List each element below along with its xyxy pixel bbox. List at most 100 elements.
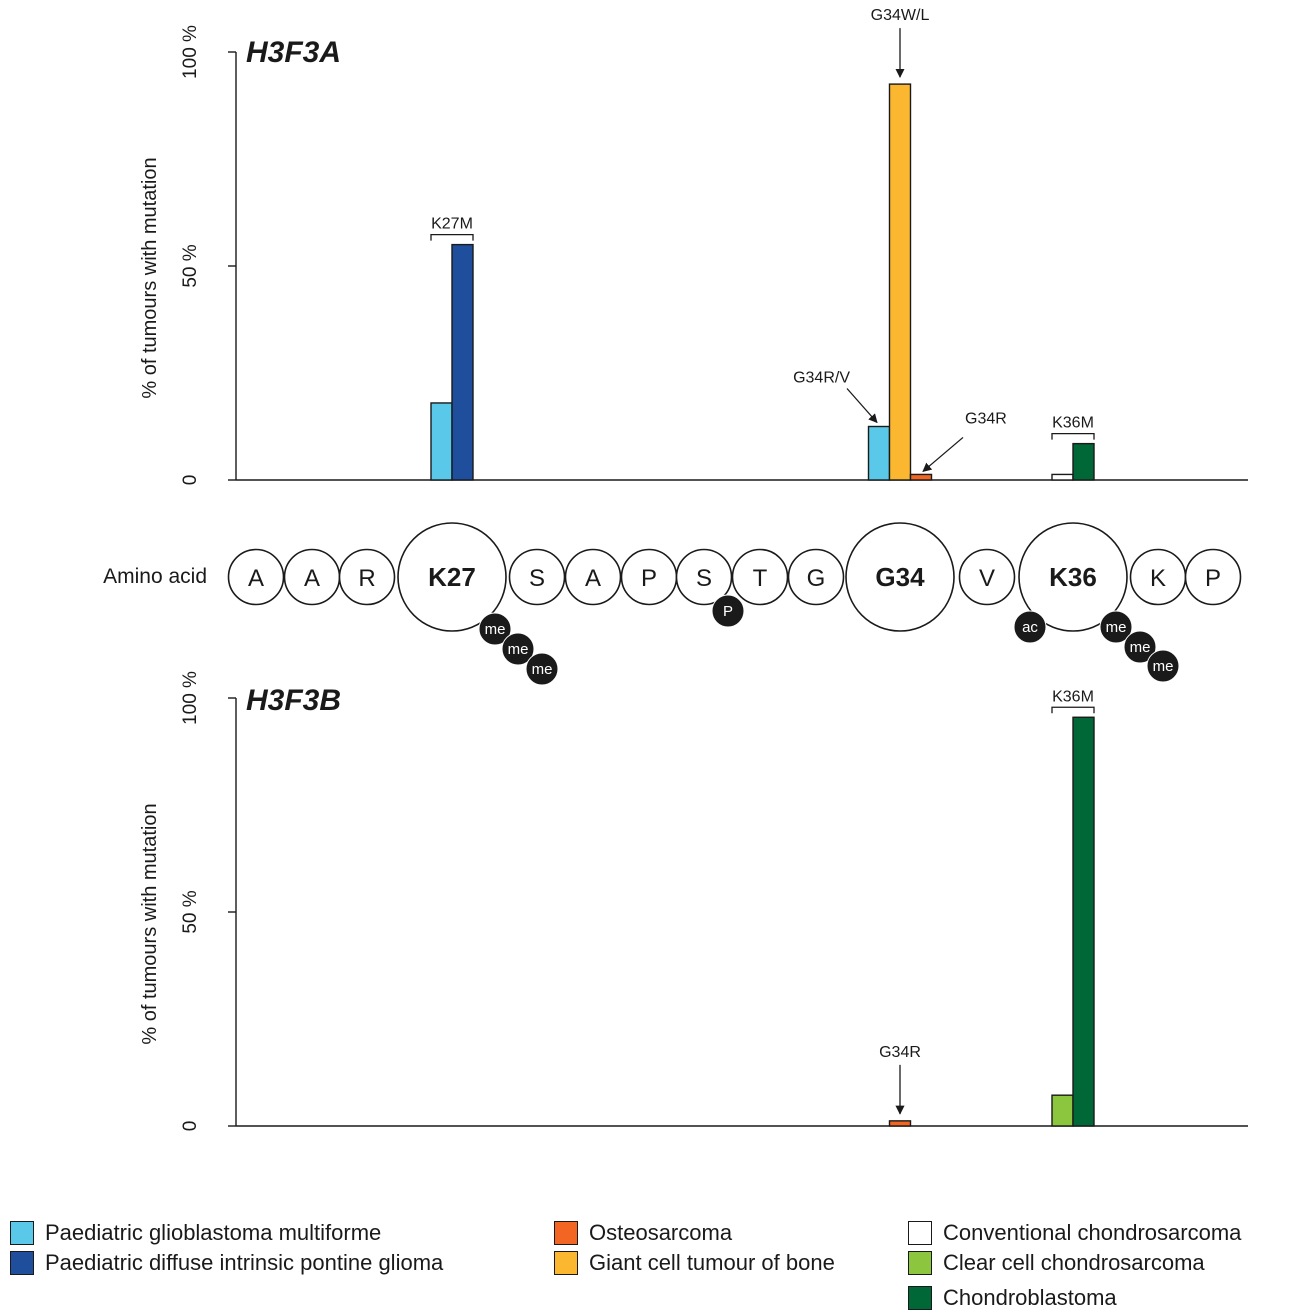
residue-circle [731, 548, 789, 606]
y-tick-label: 50 % [180, 244, 201, 287]
residue-circle [958, 548, 1016, 606]
bar-clear [1051, 1094, 1074, 1127]
annotation-k36m: K36M [1051, 415, 1095, 440]
residue-label: K [1150, 565, 1166, 592]
annotation-g34r-v: G34R/V [793, 370, 878, 424]
modification-label: P [723, 603, 733, 620]
y-tick-label: 100 % [180, 671, 201, 725]
modification-label: me [508, 641, 529, 658]
modification-circle [501, 632, 535, 666]
modification-p: P [711, 594, 745, 628]
panel-h3f3a: 0 50 % 100 % % of tumours with mutation H3F3… [139, 7, 1248, 485]
annotation-label: G34R [965, 410, 1007, 427]
legend-swatch-chondro [908, 1286, 932, 1310]
residue-r: R [338, 548, 396, 606]
residue-v: V [958, 548, 1016, 606]
bar-pgbm [430, 402, 453, 481]
y-axis-title: % of tumours with mutation [139, 157, 161, 398]
legend-swatch-osteo [554, 1221, 578, 1245]
residue-label: G34 [875, 562, 925, 592]
modification-me: me [1146, 649, 1180, 683]
bar-chondro [1072, 442, 1095, 481]
legend-label: Paediatric diffuse intrinsic pontine gli… [45, 1250, 444, 1275]
modification-label: me [1130, 639, 1151, 656]
residue-label: A [585, 565, 601, 592]
legend-item-clear: Clear cell chondrosarcoma [908, 1248, 1205, 1278]
residue-s: S [508, 548, 566, 606]
modification-circle [711, 594, 745, 628]
legend-label: Giant cell tumour of bone [589, 1250, 835, 1275]
residue-label: P [1205, 565, 1221, 592]
residue-label: T [753, 565, 768, 592]
legend-item-chondro: Chondroblastoma [908, 1283, 1117, 1313]
residue-a: A [227, 548, 285, 606]
annotation-arrow [846, 388, 878, 424]
residue-circle [675, 548, 733, 606]
modification-me: me [1099, 610, 1133, 644]
residue-k27: K27 [397, 522, 507, 632]
bar-chondro [1072, 716, 1095, 1127]
bar-conv [1051, 473, 1074, 481]
panel-h3f3b: 0 50 % 100 % % of tumours with mutation H3F3… [139, 671, 1248, 1131]
modification-circle [1099, 610, 1133, 644]
y-tick-label: 50 % [180, 890, 201, 933]
legend-label: Chondroblastoma [943, 1285, 1117, 1310]
residue-g34: G34 [845, 522, 955, 632]
modification-me: me [501, 632, 535, 666]
annotation-label: G34W/L [871, 7, 930, 24]
modification-circle [525, 652, 559, 686]
annotation-label: K36M [1052, 688, 1094, 705]
y-tick-label: 0 [180, 1121, 201, 1132]
annotation-g34r: G34R [879, 1044, 921, 1115]
modification-label: me [1106, 619, 1127, 636]
residue-label: S [696, 565, 712, 592]
residue-k36: K36 [1018, 522, 1128, 632]
modification-circle [1146, 649, 1180, 683]
residue-label: K27 [428, 562, 476, 592]
bar-osteo [909, 473, 933, 481]
residue-circle [338, 548, 396, 606]
residue-s: S [675, 548, 733, 606]
bar-osteo [888, 1120, 912, 1127]
legend-label: Osteosarcoma [589, 1220, 733, 1245]
annotation-k27m: K27M [430, 216, 474, 241]
y-tick-label: 0 [180, 475, 201, 486]
legend-item-osteo: Osteosarcoma [554, 1218, 732, 1248]
residue-a: A [564, 548, 622, 606]
legend-label: Paediatric glioblastoma multiforme [45, 1220, 382, 1245]
modification-circle [1123, 630, 1157, 664]
panel-title: H3F3A [246, 36, 341, 69]
legend-swatch-conv [908, 1221, 932, 1245]
annotation-bracket [430, 233, 474, 241]
legend-item-gct: Giant cell tumour of bone [554, 1248, 835, 1278]
annotation-arrow [922, 436, 964, 473]
residue-g: G [787, 548, 845, 606]
residue-circle [397, 522, 507, 632]
y-axis-title: % of tumours with mutation [139, 803, 161, 1044]
residue-circle [227, 548, 285, 606]
annotation-label: K36M [1052, 415, 1094, 432]
legend: Paediatric glioblastoma multiforme Paedi… [0, 1210, 1308, 1310]
residue-circle [508, 548, 566, 606]
annotation-bracket [1051, 706, 1095, 714]
modification-label: ac [1022, 619, 1038, 636]
legend-item-conv: Conventional chondrosarcoma [908, 1218, 1241, 1248]
residue-label: K36 [1049, 562, 1097, 592]
annotation-label: G34R/V [793, 370, 850, 387]
legend-swatch-gct [554, 1251, 578, 1275]
modification-me: me [1123, 630, 1157, 664]
residue-p: P [620, 548, 678, 606]
residue-circle [1018, 522, 1128, 632]
annotation-label: G34R [879, 1044, 921, 1061]
residue-label: P [641, 565, 657, 592]
legend-label: Clear cell chondrosarcoma [943, 1250, 1205, 1275]
panel-title: H3F3B [246, 684, 341, 717]
modification-label: me [485, 621, 506, 638]
residue-a: A [283, 548, 341, 606]
modification-circle [478, 612, 512, 646]
legend-swatch-clear [908, 1251, 932, 1275]
legend-item-pgbm: Paediatric glioblastoma multiforme [10, 1218, 381, 1248]
legend-swatch-dipg [10, 1251, 34, 1275]
annotation-k36m: K36M [1051, 688, 1095, 714]
residue-label: A [304, 565, 320, 592]
